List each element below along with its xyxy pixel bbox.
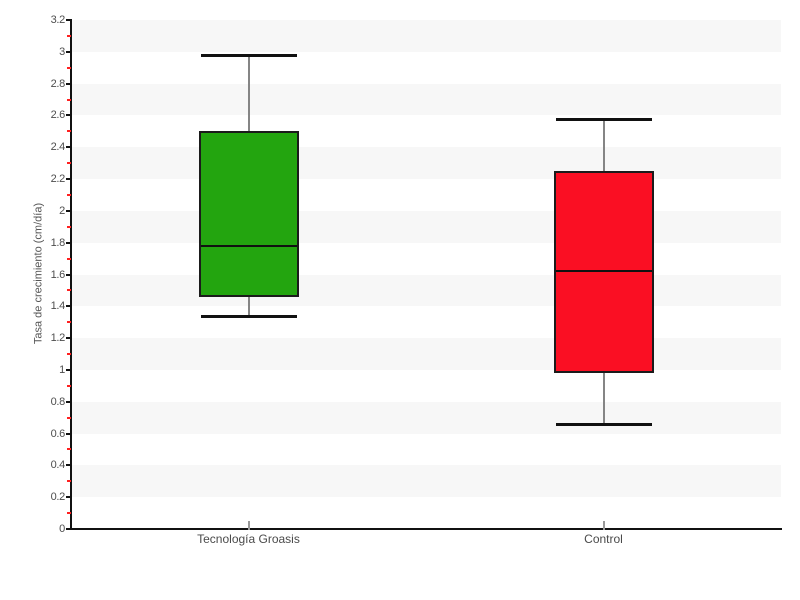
y-minor-tick: [67, 384, 71, 387]
y-tick: [66, 178, 71, 181]
y-tick-label: 0.4: [50, 459, 66, 472]
y-tick-label: 2.2: [50, 173, 66, 186]
y-tick-label: 2.6: [50, 109, 66, 122]
y-tick: [66, 241, 71, 244]
y-tick: [66, 209, 71, 212]
y-tick-label: 3: [59, 45, 65, 58]
x-axis-line: [70, 528, 782, 530]
y-tick-label: 0: [59, 523, 65, 535]
y-tick-label: 1.6: [50, 268, 66, 281]
grid-band: [71, 147, 781, 180]
y-minor-tick: [67, 289, 71, 292]
y-minor-tick: [67, 321, 71, 324]
y-minor-tick: [67, 34, 71, 37]
h-gridline: [71, 496, 781, 498]
y-tick: [66, 305, 71, 308]
whisker-cap-high: [200, 53, 297, 57]
y-tick-label: 1: [59, 363, 65, 376]
grid-band: [71, 83, 781, 116]
y-minor-tick: [67, 225, 71, 228]
h-gridline: [71, 337, 781, 339]
y-tick-label: 0.8: [50, 395, 66, 408]
x-category-tick: [602, 521, 605, 530]
y-tick-label: 3.2: [50, 14, 66, 26]
y-tick: [66, 400, 71, 403]
y-minor-tick: [67, 66, 71, 69]
y-tick: [66, 368, 71, 371]
h-gridline: [71, 210, 781, 212]
h-gridline: [71, 83, 781, 85]
h-gridline: [71, 242, 781, 244]
y-tick-label: 1.2: [50, 332, 66, 345]
grid-band: [71, 210, 781, 243]
y-minor-tick: [67, 480, 71, 483]
h-gridline: [71, 51, 781, 53]
median-line: [555, 270, 652, 273]
y-minor-tick: [67, 416, 71, 419]
y-tick-label: 2.4: [50, 141, 66, 154]
whisker-lower: [247, 296, 250, 316]
y-tick: [66, 496, 71, 499]
grid-band: [71, 338, 781, 370]
y-tick-label: 1.4: [50, 300, 66, 313]
h-gridline: [71, 114, 781, 116]
whisker-cap-high: [555, 117, 652, 121]
x-category-label: Tecnología Groasis: [197, 532, 300, 546]
y-minor-tick: [67, 162, 71, 165]
y-minor-tick: [67, 512, 71, 515]
grid-band: [71, 20, 781, 52]
y-tick-label: 2.8: [50, 77, 66, 90]
y-axis-line: [70, 19, 72, 530]
h-gridline: [71, 305, 781, 307]
y-minor-tick: [67, 193, 71, 196]
y-minor-tick: [67, 448, 71, 451]
x-category-tick: [247, 521, 250, 530]
y-tick-label: 0.6: [50, 427, 66, 440]
plot-area: [71, 20, 781, 529]
y-tick: [66, 82, 71, 85]
y-tick-label: 2: [59, 204, 65, 217]
box-tecnologia-groasis: [198, 131, 299, 297]
whisker-upper: [247, 54, 250, 132]
y-tick: [66, 114, 71, 117]
y-minor-tick: [67, 130, 71, 133]
h-gridline: [71, 401, 781, 403]
y-tick-label: 1.8: [50, 236, 66, 249]
y-tick: [66, 464, 71, 467]
y-tick: [66, 146, 71, 149]
y-minor-tick: [67, 257, 71, 260]
y-tick-label: 0.2: [50, 491, 66, 504]
h-gridline: [71, 433, 781, 435]
whisker-cap-low: [555, 423, 652, 427]
grid-band: [71, 401, 781, 434]
whisker-cap-low: [200, 314, 297, 318]
grid-band: [71, 274, 781, 307]
y-tick: [66, 50, 71, 53]
x-category-label: Control: [584, 532, 623, 546]
whisker-upper: [602, 118, 605, 172]
whisker-lower: [602, 373, 605, 424]
y-tick: [66, 273, 71, 276]
h-gridline: [71, 19, 781, 21]
h-gridline: [71, 464, 781, 466]
median-line: [200, 244, 297, 247]
y-tick: [66, 432, 71, 435]
h-gridline: [71, 146, 781, 148]
h-gridline: [71, 369, 781, 371]
h-gridline: [71, 178, 781, 180]
y-tick: [66, 19, 71, 21]
y-tick: [66, 337, 71, 340]
y-tick: [66, 528, 71, 530]
h-gridline: [71, 274, 781, 276]
y-minor-tick: [67, 353, 71, 356]
y-minor-tick: [67, 98, 71, 101]
grid-band: [71, 465, 781, 498]
